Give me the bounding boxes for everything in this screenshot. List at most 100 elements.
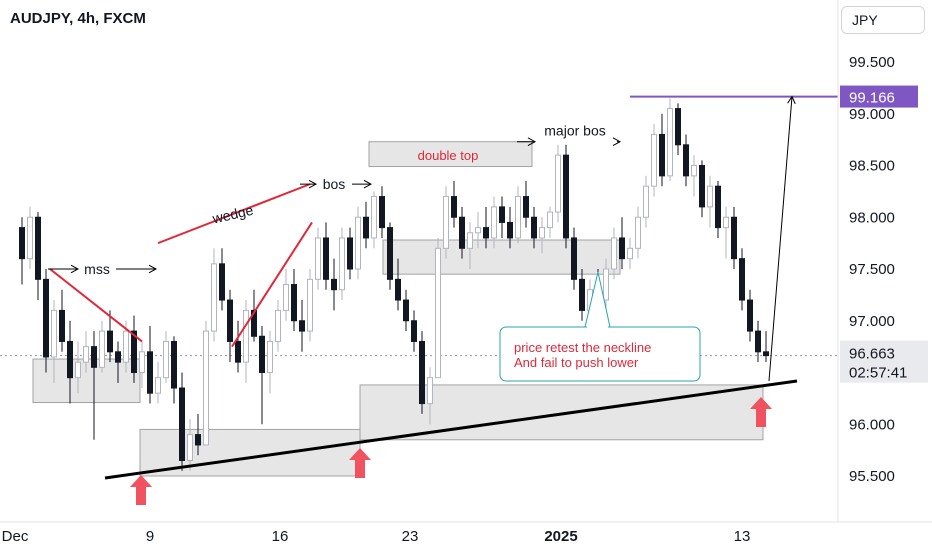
candle-body — [267, 340, 273, 374]
candle — [427, 367, 433, 425]
up-arrow-middle — [349, 448, 371, 478]
wedge-upper-line — [157, 183, 311, 245]
candle-body — [355, 216, 361, 270]
candle-body — [219, 263, 225, 301]
candle-body — [307, 278, 313, 332]
candle — [187, 419, 193, 471]
bos-label: bos — [323, 176, 346, 192]
candle-body — [315, 237, 321, 280]
candle-body — [179, 387, 185, 461]
candle-body — [715, 185, 721, 229]
candle — [139, 341, 145, 389]
candle-body — [115, 351, 121, 363]
candle — [723, 206, 729, 259]
candle-body — [171, 340, 177, 389]
candle — [611, 227, 617, 280]
candle-body — [491, 206, 497, 239]
time-tick-label: 16 — [272, 528, 289, 545]
candle — [499, 196, 505, 238]
countdown-label: 02:57:41 — [849, 365, 907, 382]
candle — [739, 248, 745, 311]
candle — [715, 181, 721, 238]
candle-body — [659, 133, 665, 177]
candle-body — [139, 351, 145, 373]
candle-body — [283, 284, 289, 311]
candle-body — [411, 320, 417, 342]
candle — [155, 362, 161, 404]
time-tick-label: 13 — [734, 528, 751, 545]
candle — [411, 310, 417, 352]
candle-body — [635, 216, 641, 249]
candle — [699, 160, 705, 218]
candle-body — [107, 330, 113, 353]
price-tick-label: 96.000 — [849, 416, 895, 433]
candle-body — [347, 237, 353, 270]
candle — [195, 413, 201, 456]
candle — [251, 289, 257, 342]
candle — [235, 320, 241, 373]
candle-body — [227, 299, 233, 342]
candle — [91, 331, 97, 440]
candle — [115, 341, 121, 383]
note-text-line2: And fail to push lower — [514, 355, 639, 370]
candle — [523, 181, 529, 228]
candle — [299, 300, 305, 352]
candle — [395, 258, 401, 311]
candle — [259, 325, 265, 425]
candle — [747, 289, 753, 342]
candle-body — [731, 216, 737, 260]
candle — [451, 181, 457, 228]
candle — [267, 331, 273, 394]
candle-body — [155, 377, 161, 394]
candle — [323, 222, 329, 290]
candle — [627, 237, 633, 269]
candle — [291, 269, 297, 332]
candle-body — [707, 185, 713, 208]
candle-body — [59, 309, 65, 342]
candle — [563, 144, 569, 249]
candle — [307, 269, 313, 342]
major-bos-label: major bos — [544, 123, 605, 139]
candle — [35, 212, 41, 301]
candle-body — [75, 361, 81, 379]
wedge-label: wedge — [210, 202, 255, 227]
price-tick-label: 98.500 — [849, 158, 895, 175]
candle-body — [443, 196, 449, 249]
bos-arrow-head — [363, 179, 373, 189]
mss-trendline — [49, 268, 143, 343]
drawings-layer: mss wedge bos double top major bos price rete… — [48, 95, 838, 505]
candle-body — [387, 227, 393, 280]
neckline-zone — [382, 239, 621, 275]
candle-body — [235, 340, 241, 363]
candle-body — [547, 211, 553, 229]
current-price-tag — [840, 340, 928, 383]
candle — [67, 320, 73, 404]
candle-body — [507, 221, 513, 239]
candle-body — [323, 237, 329, 280]
currency-button[interactable]: JPY — [841, 6, 925, 34]
candle-body — [51, 309, 57, 358]
candle — [51, 300, 57, 383]
candle — [579, 269, 585, 321]
candle-body — [699, 165, 705, 208]
candle-body — [35, 216, 41, 280]
candle-body — [451, 196, 457, 218]
candle-body — [259, 335, 265, 373]
projection-arrow-head — [787, 95, 796, 105]
candle — [531, 206, 537, 249]
candle — [651, 124, 657, 197]
candle-body — [515, 196, 521, 239]
candle-body — [603, 268, 609, 301]
candle — [243, 300, 249, 383]
mss-line-left-head — [70, 264, 80, 274]
candle-body — [755, 330, 761, 353]
candle-body — [563, 154, 569, 239]
candle-body — [123, 330, 129, 363]
candle-body — [131, 330, 137, 374]
candle-body — [611, 237, 617, 270]
candle-body — [187, 434, 193, 461]
candle-body — [275, 309, 281, 342]
candle — [755, 320, 761, 363]
major-bos-line-left-head — [527, 137, 537, 146]
candle — [59, 289, 65, 352]
